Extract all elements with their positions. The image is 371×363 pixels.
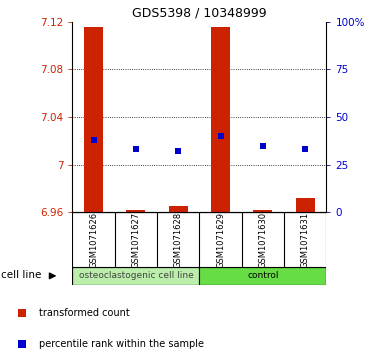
Title: GDS5398 / 10348999: GDS5398 / 10348999 [132,6,267,19]
Text: GSM1071626: GSM1071626 [89,212,98,268]
Text: GSM1071630: GSM1071630 [259,212,267,268]
Bar [84,26,103,212]
Bar [296,198,315,212]
Bar [200,267,326,285]
Text: cell line: cell line [1,270,42,280]
Bar [127,210,145,212]
Bar [211,26,230,212]
Text: percentile rank within the sample: percentile rank within the sample [39,339,204,349]
Text: osteoclastogenic cell line: osteoclastogenic cell line [79,272,193,280]
Bar [72,267,200,285]
Text: control: control [247,272,279,280]
Text: GSM1071627: GSM1071627 [131,212,140,268]
Bar [169,207,188,212]
Text: GSM1071629: GSM1071629 [216,212,225,268]
Bar [253,210,272,212]
Text: GSM1071631: GSM1071631 [301,212,310,268]
Text: transformed count: transformed count [39,308,130,318]
Text: GSM1071628: GSM1071628 [174,212,183,268]
